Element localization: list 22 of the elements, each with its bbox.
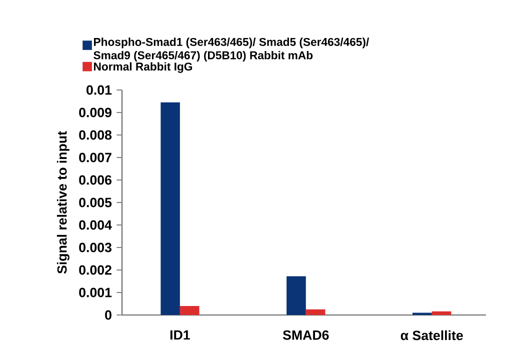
y-tick-label: 0.005: [79, 198, 112, 208]
y-tick-label: 0.009: [79, 108, 112, 118]
y-tick-label: 0.006: [79, 175, 112, 185]
y-tick-label: 0.004: [79, 220, 112, 230]
bar: [160, 102, 180, 315]
y-tick-label: 0.001: [79, 288, 112, 298]
x-tick-label: SMAD6: [282, 330, 329, 340]
y-tick-label: 0.002: [79, 265, 112, 275]
bar: [432, 311, 452, 315]
bar: [306, 309, 326, 315]
y-tick-label: 0: [105, 310, 112, 320]
y-tick-label: 0.003: [79, 242, 112, 252]
y-tick-label: 0.008: [79, 130, 112, 140]
y-axis-title: Signal relative to input: [56, 131, 70, 274]
bar: [286, 276, 306, 315]
legend-label: Normal Rabbit IgG: [94, 62, 192, 73]
legend-label: Phospho-Smad1 (Ser463/465)/ Smad5 (Ser463/465)/ Smad9 (Ser465/467) (D5B10) Rabbit mAb: [94, 38, 370, 62]
x-tick-label: α Satellite: [400, 330, 463, 340]
x-tick-label: ID1: [170, 330, 190, 340]
y-tick-label: 0.01: [86, 85, 112, 95]
y-tick-label: 0.007: [79, 152, 112, 162]
bar: [180, 306, 200, 315]
